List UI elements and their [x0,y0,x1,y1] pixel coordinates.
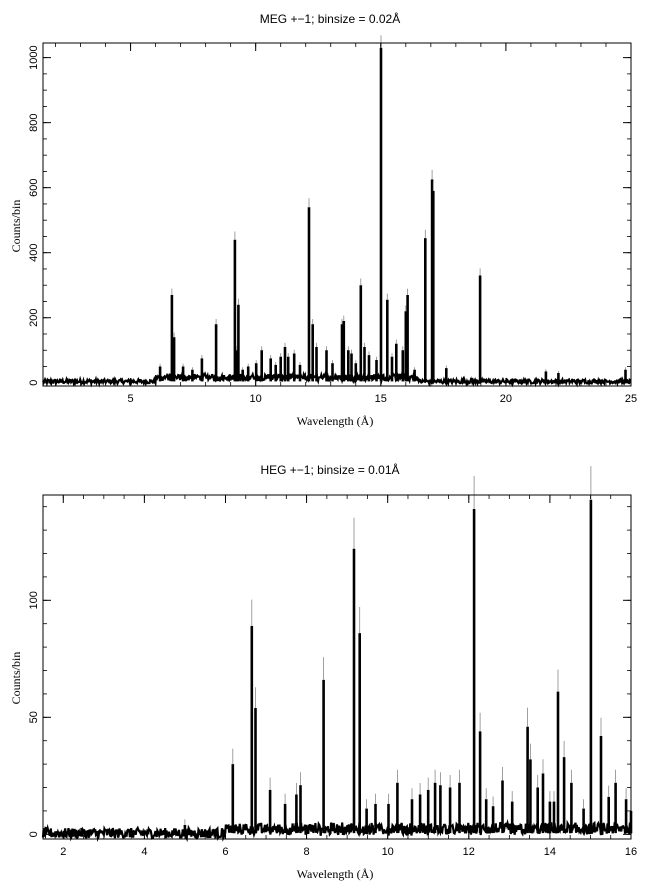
heg-panel: HEG +−1; binsize = 0.01Å 2 4 6 8 10 12 14 16 0 50… [9,462,637,881]
heg-plot-frame [42,494,632,840]
heg-continuum [41,818,633,843]
heg-ytick-label-0: 0 [28,831,40,837]
heg-ytick-label-1: 50 [28,711,40,723]
meg-xtick-label-4: 25 [625,393,637,405]
meg-title: MEG +−1; binsize = 0.02Å [260,11,400,26]
heg-xtick-label-0: 2 [60,846,66,858]
meg-ytick-label-5: 1000 [28,45,40,69]
heg-xtick-label-6: 14 [544,846,556,858]
meg-y-axis-label: Counts/bin [9,200,23,253]
heg-xtick-label-1: 4 [141,846,147,858]
meg-xtick-label-0: 5 [128,393,134,405]
heg-y-axis-label: Counts/bin [9,652,23,705]
heg-x-axis-label: Wavelength (Å) [297,867,374,881]
heg-title: HEG +−1; binsize = 0.01Å [260,462,399,477]
meg-plot-frame [42,42,632,387]
heg-xtick-label-5: 12 [463,846,475,858]
meg-ytick-label-4: 800 [28,114,40,132]
meg-x-axis-label: Wavelength (Å) [297,414,374,428]
meg-xtick-label-2: 15 [375,393,387,405]
meg-ytick-label-1: 200 [28,309,40,327]
meg-xtick-label-1: 10 [250,393,262,405]
heg-ytick-label-2: 100 [28,591,40,609]
meg-panel: MEG +−1; binsize = 0.02Å 5 10 15 20 25 0 200 40… [9,11,637,428]
heg-xtick-label-7: 16 [625,846,637,858]
heg-xtick-label-3: 8 [304,846,310,858]
meg-xtick-label-3: 20 [500,393,512,405]
heg-spectrum [41,466,633,843]
meg-ytick-label-2: 400 [28,244,40,262]
meg-ticks: 5 10 15 20 25 0 200 400 600 800 1000 [28,43,637,405]
meg-ytick-label-3: 600 [28,179,40,197]
meg-ytick-label-0: 0 [28,380,40,386]
meg-continuum [42,369,632,388]
heg-xtick-label-2: 6 [222,846,228,858]
heg-xtick-label-4: 10 [382,846,394,858]
meg-spectrum [42,35,632,388]
heg-ticks: 2 4 6 8 10 12 14 16 0 50 100 [28,495,637,858]
